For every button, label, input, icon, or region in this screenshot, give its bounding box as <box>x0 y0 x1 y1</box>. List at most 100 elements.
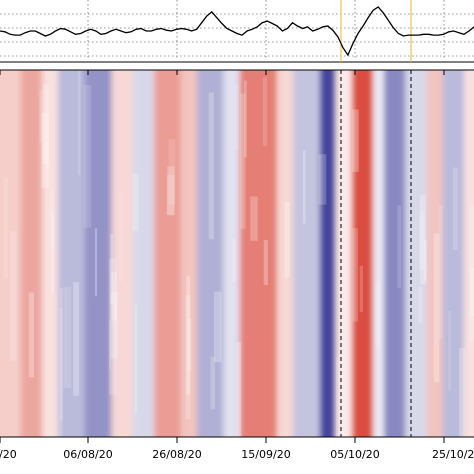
heatmap-x-ticks <box>0 70 445 443</box>
heatmap-band <box>223 70 241 437</box>
heatmap-texture-streak <box>419 211 425 270</box>
x-tick-label: 15/09/20 <box>241 448 290 461</box>
x-tick-label: 7/20 <box>0 448 17 461</box>
heatmap-band <box>154 70 182 437</box>
heatmap-texture-streak <box>469 206 474 342</box>
heatmap-band <box>0 70 22 437</box>
heatmap-band <box>239 70 279 437</box>
heatmap-texture-streak <box>3 177 8 279</box>
heatmap-texture-streak <box>187 319 192 371</box>
heatmap-texture-streak <box>452 167 458 251</box>
heatmap-texture-streak <box>240 93 246 230</box>
heatmap-texture-streak <box>208 92 214 240</box>
heatmap-band <box>196 70 225 437</box>
heatmap-band <box>132 70 156 437</box>
heatmap-texture-streak <box>318 154 327 205</box>
heatmap-texture-streak <box>448 310 451 391</box>
heatmap-texture-streak <box>284 201 290 278</box>
heatmap-texture-streak <box>423 240 427 281</box>
heatmap-texture-streak <box>419 194 427 285</box>
heatmap-texture-streak <box>28 292 34 378</box>
heatmap-texture-streak <box>94 228 97 297</box>
heatmap-texture-streak <box>41 112 49 188</box>
heatmap-panel: 7/20 06/08/20 26/08/20 15/09/20 05/10/20… <box>0 69 474 461</box>
heatmap-texture-streak <box>78 70 81 176</box>
line-panel-markers <box>340 0 412 62</box>
heatmap-texture-streak <box>42 84 49 164</box>
heatmap-texture-streak <box>73 282 80 396</box>
heatmap-texture-streak <box>110 292 118 359</box>
x-tick-label: 06/08/20 <box>63 448 112 461</box>
heatmap-texture-streak <box>397 205 401 288</box>
line-panel <box>0 0 474 63</box>
heatmap-texture-streak <box>108 319 112 370</box>
heatmap-texture-streak <box>134 304 138 414</box>
heatmap-texture-streak <box>469 267 474 317</box>
heatmap-texture-streak <box>185 295 191 420</box>
heatmap-band <box>20 70 44 437</box>
heatmap-texture-streak <box>39 90 44 143</box>
heatmap-band <box>180 70 198 437</box>
heatmap-texture-streak <box>352 228 358 322</box>
heatmap-texture-streak <box>214 291 222 363</box>
heatmap-texture-streak <box>433 233 440 383</box>
heatmap-texture-streak <box>49 191 54 249</box>
heatmap-texture-streak <box>303 150 306 224</box>
heatmap-band <box>335 70 353 437</box>
heatmap-band <box>84 70 113 437</box>
heatmap-texture-streak <box>110 234 114 304</box>
line-panel-frame <box>0 0 474 63</box>
heatmap-texture-streak <box>359 265 363 313</box>
heatmap-texture-streak <box>60 288 63 421</box>
heatmap-band <box>277 70 295 437</box>
line-panel-grid <box>0 0 474 60</box>
heatmap-texture-streak <box>118 190 123 282</box>
heatmap-texture-streak <box>166 175 175 215</box>
line-series <box>0 6 474 57</box>
heatmap-band <box>111 70 134 437</box>
heatmap-texture-streak <box>186 275 191 395</box>
heatmap-band <box>426 70 444 437</box>
heatmap-texture <box>3 70 474 437</box>
x-tick-label: 26/08/20 <box>152 448 201 461</box>
heatmap-texture-streak <box>243 80 247 158</box>
heatmap-texture-streak <box>250 196 258 241</box>
heatmap-texture-streak <box>63 287 72 388</box>
heatmap-texture-streak <box>263 240 268 285</box>
heatmap-band <box>383 70 407 437</box>
x-tick-label: 25/10/2 <box>432 448 474 461</box>
heatmap-texture-streak <box>10 231 18 361</box>
heatmap-texture-streak <box>51 213 54 294</box>
heatmap-texture-streak <box>336 358 340 437</box>
heatmap-texture-streak <box>168 139 176 205</box>
heatmap-texture-streak <box>418 286 423 323</box>
heatmap-texture-streak <box>132 173 139 232</box>
heatmap-band <box>464 70 474 437</box>
heatmap-texture-streak <box>234 85 240 150</box>
heatmap-texture-streak <box>352 109 359 172</box>
heatmap-band <box>351 70 375 437</box>
heatmap-texture-streak <box>109 258 117 395</box>
heatmap-band <box>319 70 337 437</box>
heatmap-texture-streak <box>232 238 236 283</box>
heatmap-texture-streak <box>459 348 466 437</box>
heatmap-dashed-markers <box>340 70 412 437</box>
heatmap-texture-streak <box>438 205 443 339</box>
heatmap-band <box>58 70 86 437</box>
heatmap-texture-streak <box>83 85 92 228</box>
heatmap-texture-streak <box>374 282 380 346</box>
heatmap-texture-streak <box>111 271 117 321</box>
heatmap-x-tick-labels: 7/20 06/08/20 26/08/20 15/09/20 05/10/20… <box>0 448 474 461</box>
heatmap-band <box>373 70 385 437</box>
heatmap-texture-streak <box>167 166 175 216</box>
heatmap-band <box>42 70 60 437</box>
x-tick-label: 05/10/20 <box>330 448 379 461</box>
heatmap-texture-streak <box>236 341 242 437</box>
heatmap-texture-streak <box>210 356 216 410</box>
heatmap-texture-streak <box>262 77 267 146</box>
heatmap-frame <box>0 69 474 438</box>
heatmap-band <box>293 70 321 437</box>
heatmap-band <box>442 70 465 437</box>
heatmap-texture-streak <box>59 308 63 437</box>
